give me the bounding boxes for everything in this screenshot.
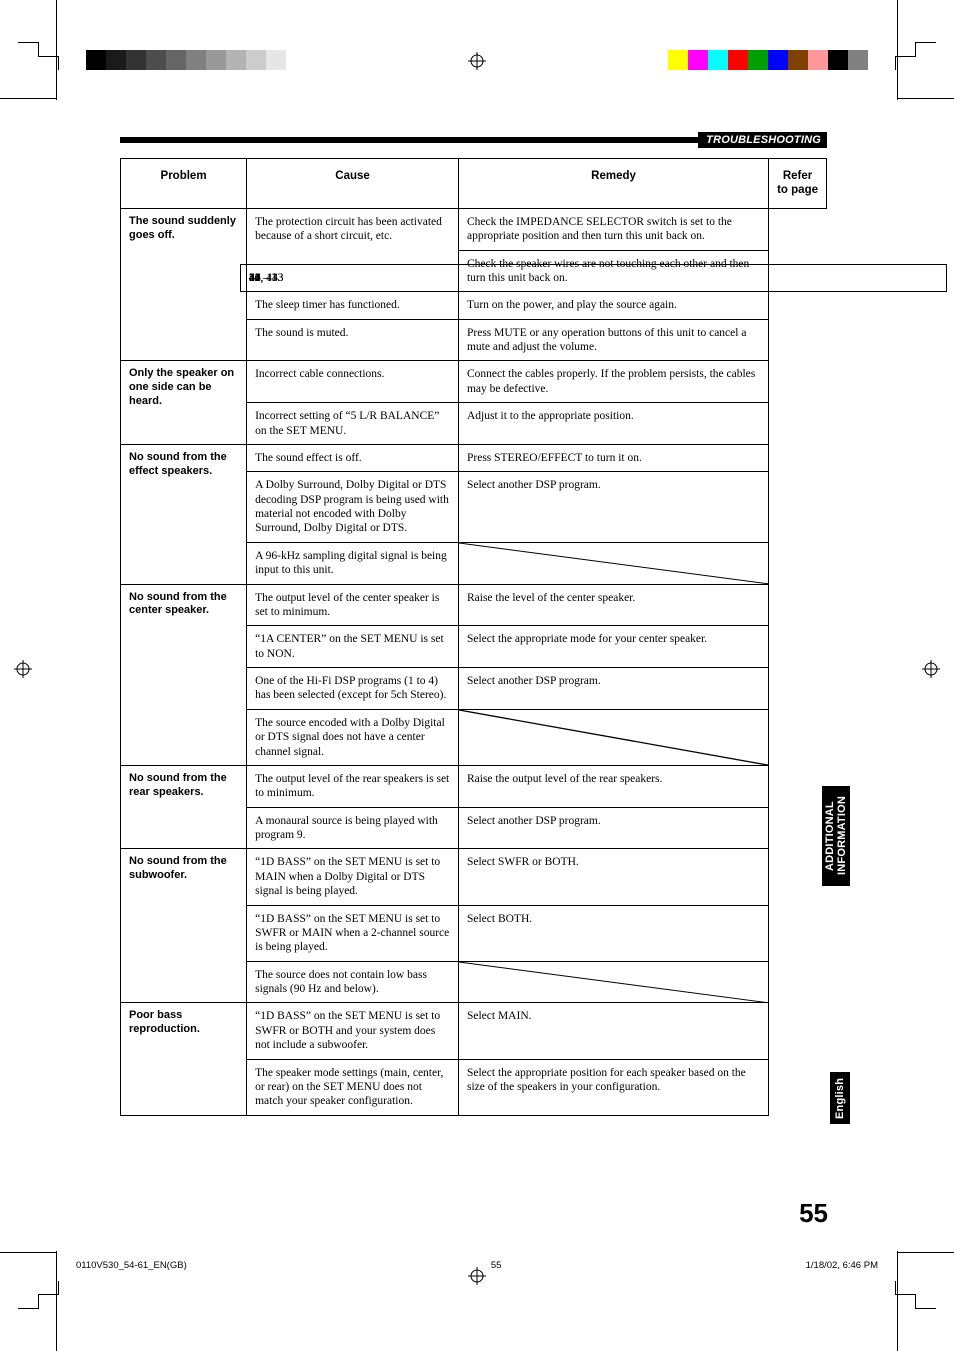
cell-cause: “1D BASS” on the SET MENU is set to MAIN… [247,849,459,905]
cell-remedy: Turn on the power, and play the source a… [458,292,768,319]
cell-remedy: Check the IMPEDANCE SELECTOR switch is s… [458,208,768,250]
cell-problem: No sound from the subwoofer. [121,849,247,1003]
cell-cause: The output level of the center speaker i… [247,584,459,626]
cell-remedy: Select another DSP program. [458,472,768,543]
cell-remedy [458,709,768,765]
crop-mark [898,1252,954,1253]
cell-cause: “1D BASS” on the SET MENU is set to SWFR… [247,1003,459,1059]
footer-filename: 0110V530_54-61_EN(GB) [76,1260,187,1271]
crop-mark [898,98,954,99]
cell-remedy: Select MAIN. [458,1003,768,1059]
crop-mark [0,98,56,99]
cell-remedy: Select the appropriate mode for your cen… [458,626,768,668]
crop-mark [0,1252,56,1253]
cell-cause: “1D BASS” on the SET MENU is set to SWFR… [247,905,459,961]
print-footer: 0110V530_54-61_EN(GB) 55 1/18/02, 6:46 P… [76,1260,878,1271]
cell-cause: The sound effect is off. [247,444,459,471]
table-row: No sound from the effect speakers.The so… [121,444,827,471]
table-row: Only the speaker on one side can be hear… [121,361,827,403]
col-header-remedy: Remedy [458,159,768,209]
print-colorbar-left [86,50,286,70]
registration-mark-top [468,52,486,70]
section-header-bar: TROUBLESHOOTING [120,132,827,148]
cell-problem: The sound suddenly goes off. [121,208,247,361]
cell-problem: No sound from the center speaker. [121,584,247,765]
cell-page: 43, 44 [240,264,947,292]
registration-mark-left [14,660,32,678]
table-row: No sound from the rear speakers.The outp… [121,765,827,807]
troubleshooting-table: Problem Cause Remedy Refer to page The s… [120,158,827,1116]
section-title: TROUBLESHOOTING [698,132,827,148]
cell-cause: The sound is muted. [247,319,459,361]
cell-remedy: Select SWFR or BOTH. [458,849,768,905]
col-header-cause: Cause [247,159,459,209]
cell-cause: One of the Hi-Fi DSP programs (1 to 4) h… [247,668,459,710]
cell-cause: A 96-kHz sampling digital signal is bein… [247,542,459,584]
cell-remedy: Connect the cables properly. If the prob… [458,361,768,403]
cell-remedy: Press STEREO/EFFECT to turn it on. [458,444,768,471]
registration-mark-right [922,660,940,678]
cell-cause: The speaker mode settings (main, center,… [247,1059,459,1115]
col-header-problem: Problem [121,159,247,209]
table-row: No sound from the subwoofer.“1D BASS” on… [121,849,827,905]
cell-cause: A monaural source is being played with p… [247,807,459,849]
cell-remedy: Raise the level of the center speaker. [458,584,768,626]
page-content: TROUBLESHOOTING Problem Cause Remedy Ref… [120,132,827,1116]
cell-remedy: Press MUTE or any operation buttons of t… [458,319,768,361]
cell-cause: A Dolby Surround, Dolby Digital or DTS d… [247,472,459,543]
table-header-row: Problem Cause Remedy Refer to page [121,159,827,209]
corner-mark [18,42,63,87]
cell-cause: “1A CENTER” on the SET MENU is set to NO… [247,626,459,668]
cell-cause: The source does not contain low bass sig… [247,961,459,1003]
cell-remedy [458,542,768,584]
print-colorbar-right [668,50,868,70]
corner-mark [891,1264,936,1309]
cell-remedy: Adjust it to the appropriate position. [458,403,768,445]
cell-cause: Incorrect cable connections. [247,361,459,403]
footer-page: 55 [491,1260,502,1271]
table-row: No sound from the center speaker.The out… [121,584,827,626]
cell-remedy [458,961,768,1003]
cell-problem: Poor bass reproduction. [121,1003,247,1115]
cell-cause: The sleep timer has functioned. [247,292,459,319]
cell-remedy: Select BOTH. [458,905,768,961]
cell-cause: The output level of the rear speakers is… [247,765,459,807]
table-row: Poor bass reproduction.“1D BASS” on the … [121,1003,827,1059]
col-header-page: Refer to page [769,159,827,209]
page-number: 55 [799,1198,828,1229]
cell-remedy: Raise the output level of the rear speak… [458,765,768,807]
cell-remedy: Select another DSP program. [458,807,768,849]
side-tab-english: English [830,1072,850,1124]
footer-timestamp: 1/18/02, 6:46 PM [806,1260,878,1271]
corner-mark [891,42,936,87]
corner-mark [18,1264,63,1309]
cell-problem: No sound from the effect speakers. [121,444,247,584]
cell-problem: No sound from the rear speakers. [121,765,247,849]
table-row: The sound suddenly goes off.The protecti… [121,208,827,250]
cell-cause: Incorrect setting of “5 L/R BALANCE” on … [247,403,459,445]
cell-problem: Only the speaker on one side can be hear… [121,361,247,445]
cell-remedy: Select the appropriate position for each… [458,1059,768,1115]
cell-remedy: Select another DSP program. [458,668,768,710]
cell-cause: The source encoded with a Dolby Digital … [247,709,459,765]
